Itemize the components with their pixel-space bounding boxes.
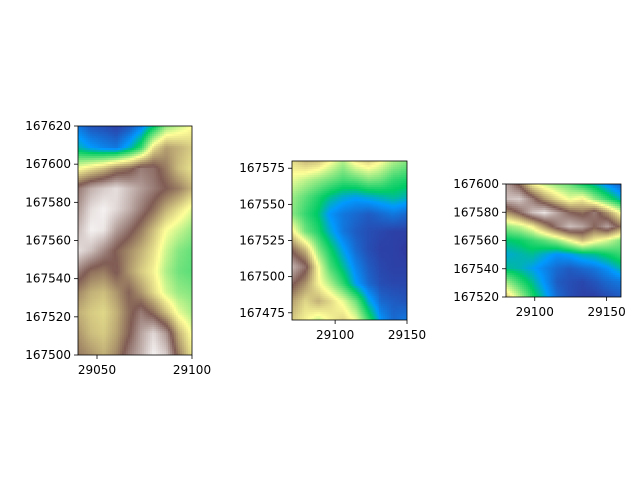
axes-panel-3: 29100 29150 167520 167540 167560 167580 167600	[453, 177, 626, 319]
y-tick-label: 167520	[25, 310, 71, 324]
x-tick-label: 29150	[388, 328, 426, 342]
y-tick-label: 167580	[453, 205, 499, 219]
y-tick-label: 167540	[25, 272, 71, 286]
x-tick-label: 29100	[316, 328, 354, 342]
x-tick-label: 29050	[78, 363, 116, 377]
y-tick-label: 167550	[239, 197, 285, 211]
y-tick-label: 167500	[25, 348, 71, 362]
heatmap-image	[78, 126, 192, 355]
y-tick-label: 167520	[453, 290, 499, 304]
y-tick-label: 167600	[453, 177, 499, 191]
y-tick-label: 167500	[239, 270, 285, 284]
y-tick-label: 167560	[453, 234, 499, 248]
panels: 29050 29100 167500 167520 167540 167560 167580…	[25, 119, 626, 377]
axes-panel-2: 29100 29150 167475 167500 167525 167550 167575	[239, 160, 426, 342]
y-tick-label: 167475	[239, 306, 285, 320]
x-tick-label: 29100	[173, 363, 211, 377]
y-tick-label: 167540	[453, 262, 499, 276]
y-tick-label: 167525	[239, 234, 285, 248]
heatmap-image	[292, 161, 407, 320]
y-tick-label: 167575	[239, 161, 285, 175]
y-tick-label: 167560	[25, 234, 71, 248]
heatmap-image	[506, 184, 621, 297]
x-tick-label: 29100	[516, 305, 554, 319]
y-tick-label: 167580	[25, 195, 71, 209]
x-tick-label: 29150	[588, 305, 626, 319]
y-tick-label: 167620	[25, 119, 71, 133]
y-tick-label: 167600	[25, 157, 71, 171]
axes-panel-1: 29050 29100 167500 167520 167540 167560 167580…	[25, 119, 211, 377]
